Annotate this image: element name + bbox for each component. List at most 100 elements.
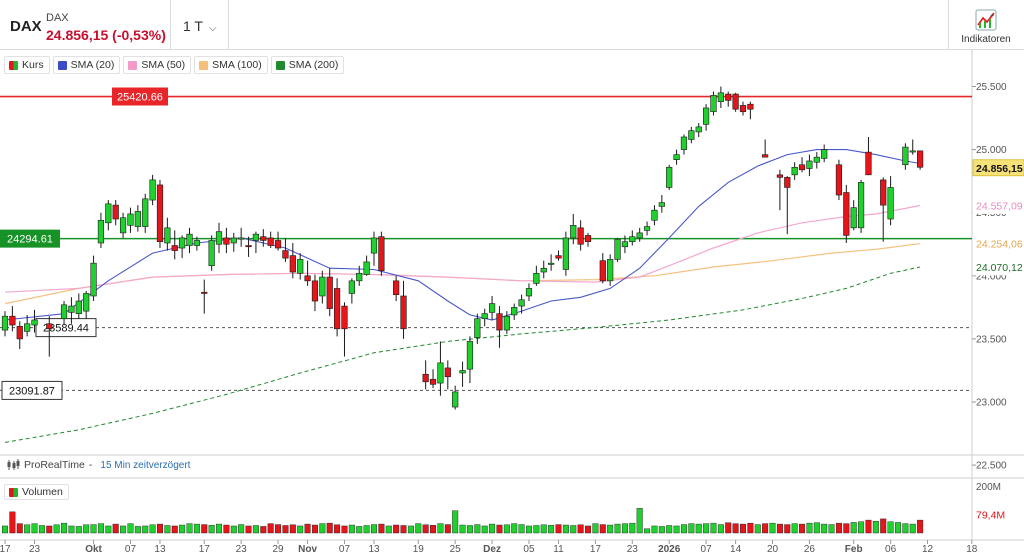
volume-bar [31, 523, 38, 534]
volume-bar [835, 522, 842, 534]
legend-label: Volumen [22, 486, 63, 498]
candle-body [614, 238, 621, 260]
volume-bar [304, 523, 311, 534]
volume-bar [555, 524, 562, 534]
candle-body [356, 272, 363, 282]
candle-body [260, 236, 267, 241]
x-tick-label: 06 [885, 544, 897, 555]
candle-body [437, 362, 444, 384]
candle-body [304, 275, 311, 282]
volume-bar [917, 519, 924, 534]
candle-body [525, 288, 533, 297]
candle-body [164, 227, 171, 244]
x-tick-label: 26 [804, 544, 816, 555]
x-tick-label: 07 [339, 544, 351, 555]
volume-bar [282, 525, 289, 534]
volume-bar [614, 523, 621, 534]
volume-bar [548, 525, 555, 534]
axis-value-label: 24.856,15 [976, 163, 1023, 175]
candle-body [776, 174, 783, 178]
candle-body [643, 226, 651, 231]
candle-body [238, 237, 245, 240]
header-divider [228, 0, 229, 50]
volume-bar [784, 524, 791, 534]
volume-bar [46, 525, 53, 534]
volume-bar [53, 524, 60, 534]
volume-bar [400, 525, 407, 534]
candle-body [112, 204, 119, 220]
indicators-button[interactable]: + Indikatoren [948, 0, 1024, 50]
axis-value-tag [972, 258, 1024, 276]
candle-body [459, 370, 466, 374]
legend-item-volume[interactable]: Volumen [4, 484, 69, 500]
legend-swatch [9, 60, 18, 70]
legend-label: SMA (200) [288, 59, 339, 71]
candle-body [333, 288, 341, 330]
candle-body [149, 179, 156, 201]
instrument-symbol: DAX [10, 18, 42, 35]
legend-item-sma50[interactable]: SMA (50) [123, 56, 192, 74]
volume-bar [356, 526, 363, 534]
candle-body [806, 160, 813, 169]
volume-bar [651, 525, 658, 534]
candle-body [171, 245, 178, 251]
sma50-line [4, 204, 921, 293]
volume-tick-label: 200M [976, 482, 1001, 493]
candle-body [223, 237, 230, 245]
volume-bar [371, 524, 378, 534]
candle-body [326, 276, 333, 309]
volume-bar [658, 526, 665, 534]
volume-bar [902, 523, 909, 534]
support-label-box [0, 229, 60, 248]
volume-value-tag [972, 505, 1014, 523]
candle-body [348, 280, 355, 294]
period-selector[interactable]: 1 T ⌵ [183, 18, 217, 34]
volume-bar [179, 524, 186, 534]
candle-body [518, 299, 525, 307]
volume-bar [511, 523, 518, 534]
volume-bar [319, 523, 326, 534]
candle-body [636, 232, 643, 239]
volume-bar [422, 524, 429, 534]
x-tick-label: Nov [298, 544, 317, 555]
candle-body [289, 255, 296, 273]
header-divider [170, 0, 171, 50]
volume-bar [872, 521, 879, 534]
y-tick-label: 25.500 [976, 82, 1007, 93]
volume-bar [518, 524, 525, 534]
x-tick-label: 29 [272, 544, 284, 555]
x-tick-label: Okt [85, 544, 102, 555]
legend-item-sma100[interactable]: SMA (100) [194, 56, 268, 74]
candle-body [466, 341, 474, 370]
candle-body [747, 103, 754, 110]
volume-bar [341, 525, 348, 534]
volume-bar [311, 524, 318, 534]
legend-item-sma200[interactable]: SMA (200) [270, 56, 345, 74]
candle-body [511, 307, 518, 316]
volume-bar [717, 524, 724, 534]
candle-body [341, 305, 348, 330]
volume-bar [289, 524, 296, 534]
candle-body [201, 291, 208, 294]
candle-body [813, 156, 820, 163]
volume-bar [540, 524, 547, 534]
x-tick-label: 17 [590, 544, 602, 555]
candle-body [843, 192, 850, 236]
volume-bar [24, 524, 31, 534]
candle-body [584, 235, 592, 243]
legend-label: Kurs [22, 59, 44, 71]
volume-bar [673, 525, 680, 534]
x-tick-label: 2026 [658, 544, 681, 555]
volume-bar [208, 525, 215, 534]
candle-body [725, 93, 732, 101]
volume-bar [592, 523, 599, 534]
volume-bar [297, 525, 304, 534]
candle-body [607, 259, 614, 282]
volume-bar [142, 525, 149, 534]
candle-body [193, 240, 200, 246]
candle-body [540, 267, 547, 273]
legend-item-sma20[interactable]: SMA (20) [52, 56, 121, 74]
legend-item-kurs[interactable]: Kurs [4, 56, 50, 74]
candle-body [702, 107, 710, 125]
